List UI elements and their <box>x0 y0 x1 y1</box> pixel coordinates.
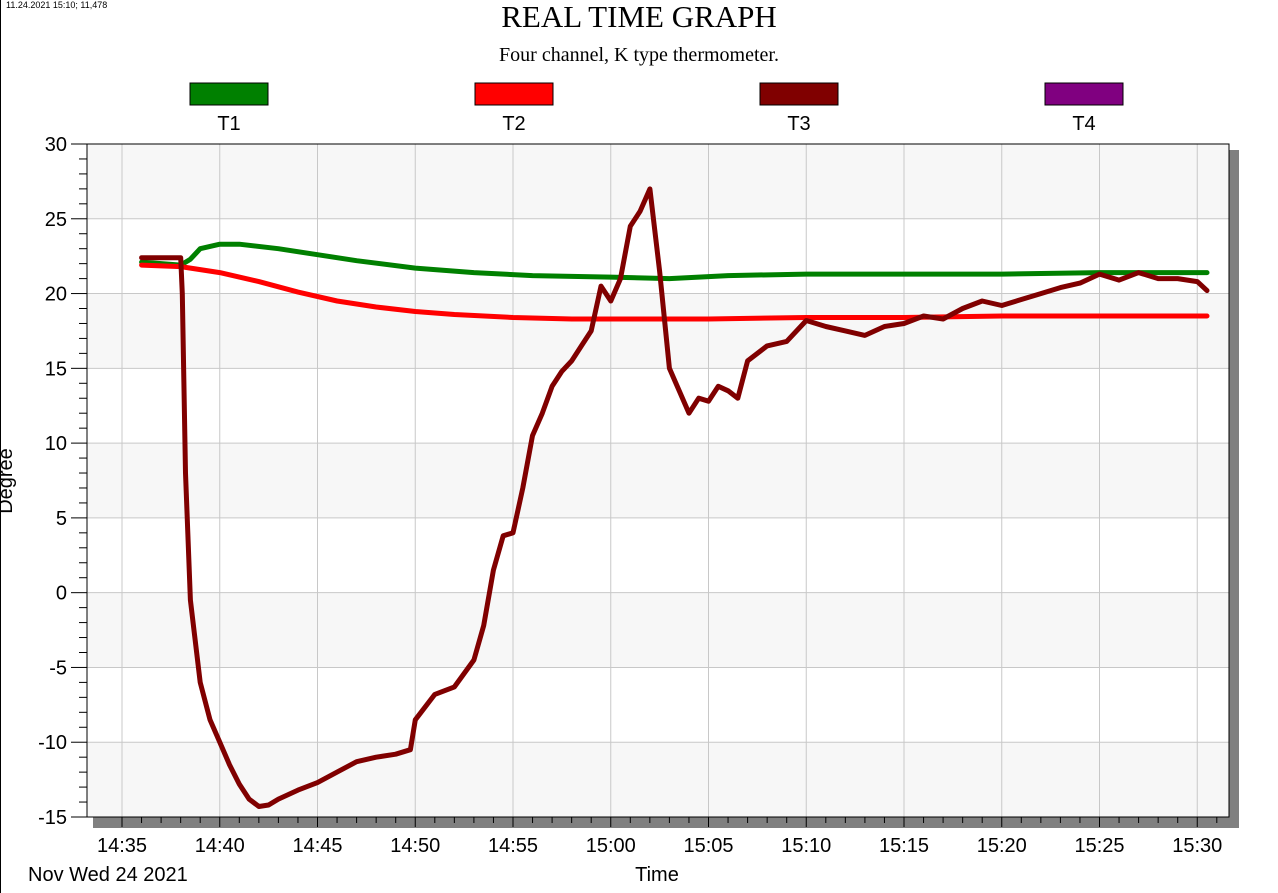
x-tick-label: 15:05 <box>683 835 733 857</box>
y-tick-label: 30 <box>45 134 67 156</box>
y-axis: 30 25 20 15 10 5 0 -5 -10 -15 <box>38 134 87 829</box>
y-tick-label: -15 <box>38 807 67 829</box>
x-tick-label: 15:20 <box>977 835 1027 857</box>
y-tick-label: 5 <box>56 508 67 530</box>
window-left-border <box>0 0 1 893</box>
y-tick-label: 25 <box>45 209 67 231</box>
y-tick-label: -5 <box>49 657 67 679</box>
x-tick-label: 14:35 <box>97 835 147 857</box>
plot-band <box>87 293 1229 369</box>
x-axis: 14:35 14:40 14:45 14:50 14:55 15:00 15:05 15:10… <box>97 817 1222 857</box>
y-tick-label: -10 <box>38 732 67 754</box>
legend-swatch-t4 <box>1044 82 1124 106</box>
y-tick-label: 10 <box>45 433 67 455</box>
legend-swatch-t1 <box>189 82 269 106</box>
series-lines <box>139 186 1210 809</box>
legend-label-t1: T1 <box>217 113 240 135</box>
plot-band <box>87 742 1229 817</box>
series-line-t1 <box>139 241 1210 282</box>
legend-label-t4: T4 <box>1072 113 1095 135</box>
chart-title: REAL TIME GRAPH <box>501 0 777 34</box>
x-tick-label: 14:55 <box>488 835 538 857</box>
legend-label-t3: T3 <box>787 113 810 135</box>
x-tick-label: 15:30 <box>1172 835 1222 857</box>
grid-lines <box>87 143 1229 818</box>
plot-band <box>87 592 1229 668</box>
plot-bands <box>87 144 1229 817</box>
x-tick-label: 15:15 <box>879 835 929 857</box>
x-tick-label: 14:40 <box>195 835 245 857</box>
x-tick-label: 15:10 <box>781 835 831 857</box>
plot-frame <box>86 143 1230 818</box>
y-tick-label: 15 <box>45 358 67 380</box>
y-axis-label: Degree <box>0 448 17 514</box>
y-tick-label: 0 <box>56 583 67 605</box>
timestamp-readout: 11.24.2021 15:10; 11,478 <box>6 0 108 10</box>
legend-swatch-t2 <box>474 82 554 106</box>
series-line-t3 <box>139 186 1210 809</box>
x-tick-label: 14:50 <box>390 835 440 857</box>
legend-label-t2: T2 <box>502 113 525 135</box>
date-label: Nov Wed 24 2021 <box>28 864 188 886</box>
x-tick-label: 15:25 <box>1074 835 1124 857</box>
x-tick-label: 15:00 <box>586 835 636 857</box>
plot-band <box>87 443 1229 518</box>
x-tick-label: 14:45 <box>292 835 342 857</box>
chart-subtitle: Four channel, K type thermometer. <box>499 44 779 66</box>
legend-swatch-t3 <box>759 82 839 106</box>
x-axis-label: Time <box>635 864 679 886</box>
y-tick-label: 20 <box>45 284 67 306</box>
plot-band <box>87 144 1229 219</box>
legend: T1 T2 T3 T4 <box>189 82 1124 135</box>
